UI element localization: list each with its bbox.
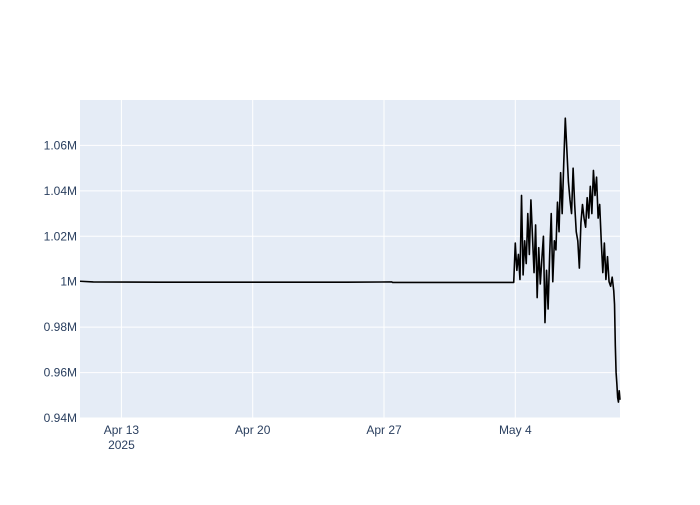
y-tick-label: 1.06M <box>44 138 77 152</box>
y-tick-label: 0.96M <box>44 366 77 380</box>
y-tick-label: 1.02M <box>44 229 77 243</box>
x-tick-sublabel: 2025 <box>108 438 135 452</box>
series-layer <box>79 117 621 403</box>
x-tick-label: Apr 27 <box>366 423 402 437</box>
y-tick-label: 0.94M <box>44 411 77 425</box>
y-tick-label: 0.98M <box>44 320 77 334</box>
plot-background <box>80 100 620 418</box>
x-tick-label: Apr 20 <box>235 423 271 437</box>
x-tick-label: May 4 <box>499 423 532 437</box>
y-tick-label: 1.04M <box>44 184 77 198</box>
x-tick-label: Apr 13 <box>104 423 140 437</box>
series-line-0 <box>79 117 621 403</box>
y-axis-ticks: 0.94M 0.96M 0.98M 1M 1.02M 1.04M 1.06M <box>44 138 77 425</box>
y-tick-label: 1M <box>60 275 77 289</box>
